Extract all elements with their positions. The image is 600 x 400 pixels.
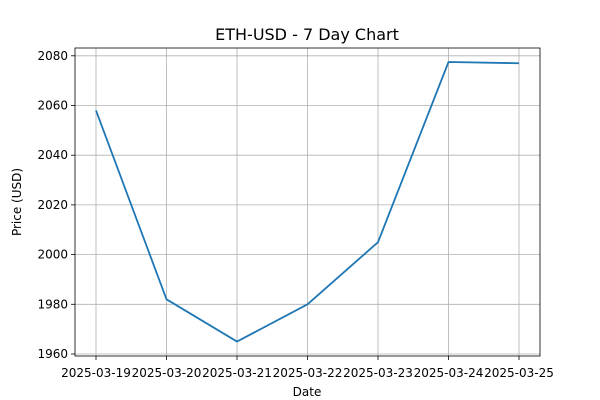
x-tick-label: 2025-03-22 <box>273 366 343 380</box>
y-tick-label: 2080 <box>37 49 68 63</box>
y-tick-label: 1980 <box>37 297 68 311</box>
y-tick-label: 1960 <box>37 347 68 361</box>
y-tick-label: 2040 <box>37 148 68 162</box>
grid <box>75 48 540 356</box>
y-axis-ticks: 1960 1980 2000 2020 2040 2060 2080 <box>37 49 75 361</box>
x-tick-label: 2025-03-23 <box>343 366 413 380</box>
x-axis-label: Date <box>293 385 322 399</box>
y-axis-label: Price (USD) <box>10 168 24 236</box>
y-tick-label: 2020 <box>37 198 68 212</box>
x-tick-label: 2025-03-20 <box>132 366 202 380</box>
x-tick-label: 2025-03-21 <box>202 366 272 380</box>
y-tick-label: 2060 <box>37 99 68 113</box>
chart-title: ETH-USD - 7 Day Chart <box>215 25 399 44</box>
x-tick-label: 2025-03-25 <box>484 366 554 380</box>
x-tick-label: 2025-03-24 <box>414 366 484 380</box>
series-layer <box>95 61 520 343</box>
x-axis-ticks: 2025-03-19 2025-03-20 2025-03-21 2025-03-22… <box>61 356 554 380</box>
y-tick-label: 2000 <box>37 248 68 262</box>
x-tick-label: 2025-03-19 <box>61 366 131 380</box>
